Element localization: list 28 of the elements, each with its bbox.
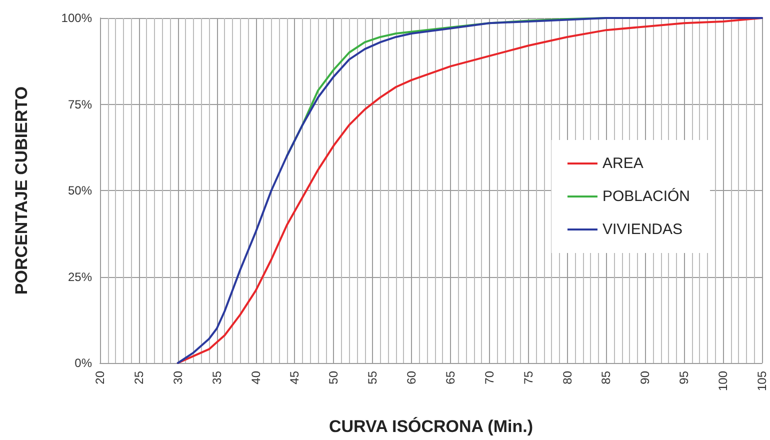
x-tick-label: 70	[482, 370, 496, 384]
y-tick-label: 75%	[68, 97, 92, 112]
x-tick-label: 65	[443, 370, 458, 384]
x-tick-label: 20	[93, 370, 107, 384]
x-tick-label: 50	[326, 370, 341, 384]
x-tick-label: 85	[599, 370, 614, 384]
x-tick-label: 60	[404, 370, 419, 384]
x-tick-label: 90	[638, 370, 652, 384]
x-tick-label: 80	[560, 370, 574, 384]
legend-label: VIVIENDAS	[602, 221, 683, 238]
y-tick-label: 0%	[74, 356, 92, 370]
y-axis-title: PORCENTAJE CUBIERTO	[12, 86, 31, 295]
x-tick-label: 25	[132, 370, 146, 384]
x-tick-label: 105	[755, 370, 769, 392]
x-tick-label: 30	[170, 370, 185, 384]
x-tick-label: 45	[288, 370, 302, 384]
y-tick-label: 25%	[68, 270, 92, 284]
x-axis-title: CURVA ISÓCRONA (Min.)	[329, 416, 533, 436]
legend-label: AREA	[602, 155, 644, 172]
x-tick-label: 40	[248, 370, 263, 384]
x-tick-label: 75	[521, 370, 536, 384]
legend-label: POBLACIÓN	[602, 187, 690, 205]
x-tick-label: 95	[677, 370, 692, 384]
y-tick-label: 50%	[68, 184, 92, 198]
x-tick-label: 100	[716, 370, 730, 392]
x-tick-label: 35	[210, 370, 224, 384]
y-tick-label: 100%	[61, 11, 92, 25]
x-tick-label: 55	[366, 370, 380, 384]
